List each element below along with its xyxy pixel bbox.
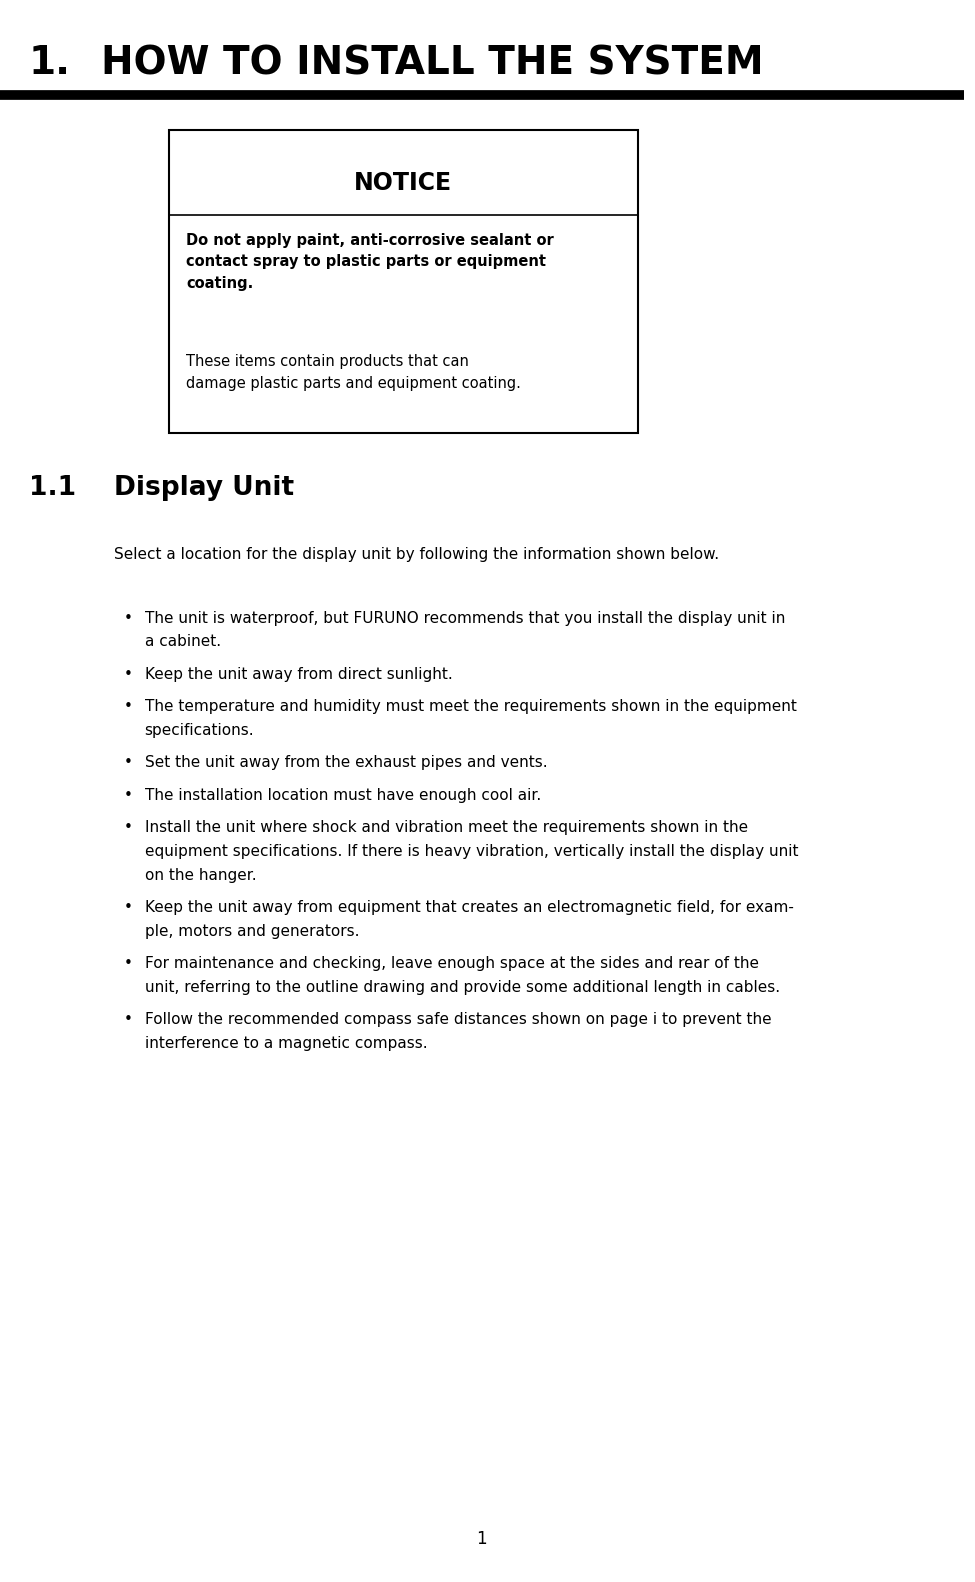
Text: •: • — [124, 819, 133, 835]
Text: a cabinet.: a cabinet. — [144, 634, 220, 649]
Text: •: • — [124, 1012, 133, 1027]
Text: HOW TO INSTALL THE SYSTEM: HOW TO INSTALL THE SYSTEM — [101, 44, 763, 82]
Text: •: • — [124, 900, 133, 914]
Text: Install the unit where shock and vibration meet the requirements shown in the: Install the unit where shock and vibrati… — [144, 819, 748, 835]
Text: For maintenance and checking, leave enough space at the sides and rear of the: For maintenance and checking, leave enou… — [144, 956, 759, 971]
Text: equipment specifications. If there is heavy vibration, vertically install the di: equipment specifications. If there is he… — [144, 845, 799, 859]
Text: The installation location must have enough cool air.: The installation location must have enou… — [144, 788, 541, 802]
Text: •: • — [124, 788, 133, 802]
Text: Follow the recommended compass safe distances shown on page i to prevent the: Follow the recommended compass safe dist… — [144, 1012, 771, 1027]
Text: Select a location for the display unit by following the information shown below.: Select a location for the display unit b… — [114, 547, 719, 562]
Text: •: • — [124, 956, 133, 971]
Text: The unit is waterproof, but FURUNO recommends that you install the display unit : The unit is waterproof, but FURUNO recom… — [144, 611, 785, 625]
Text: Set the unit away from the exhaust pipes and vents.: Set the unit away from the exhaust pipes… — [144, 755, 547, 770]
Text: •: • — [124, 668, 133, 682]
Text: unit, referring to the outline drawing and provide some additional length in cab: unit, referring to the outline drawing a… — [144, 979, 780, 995]
Text: Display Unit: Display Unit — [114, 475, 293, 500]
Text: 1.1: 1.1 — [29, 475, 76, 500]
Text: interference to a magnetic compass.: interference to a magnetic compass. — [144, 1036, 427, 1050]
Text: Keep the unit away from direct sunlight.: Keep the unit away from direct sunlight. — [144, 668, 452, 682]
Text: The temperature and humidity must meet the requirements shown in the equipment: The temperature and humidity must meet t… — [144, 699, 797, 713]
Text: Keep the unit away from equipment that creates an electromagnetic field, for exa: Keep the unit away from equipment that c… — [144, 900, 794, 914]
Text: •: • — [124, 755, 133, 770]
Text: specifications.: specifications. — [144, 723, 254, 737]
Text: on the hanger.: on the hanger. — [144, 867, 256, 883]
Text: 1.: 1. — [29, 44, 71, 82]
Text: Do not apply paint, anti-corrosive sealant or
contact spray to plastic parts or : Do not apply paint, anti-corrosive seala… — [186, 233, 554, 291]
Text: 1: 1 — [477, 1530, 488, 1547]
Text: ple, motors and generators.: ple, motors and generators. — [144, 924, 359, 938]
Text: •: • — [124, 611, 133, 625]
Text: These items contain products that can
damage plastic parts and equipment coating: These items contain products that can da… — [186, 354, 521, 391]
Text: •: • — [124, 699, 133, 713]
Bar — [169, 130, 638, 433]
Text: NOTICE: NOTICE — [354, 171, 452, 195]
